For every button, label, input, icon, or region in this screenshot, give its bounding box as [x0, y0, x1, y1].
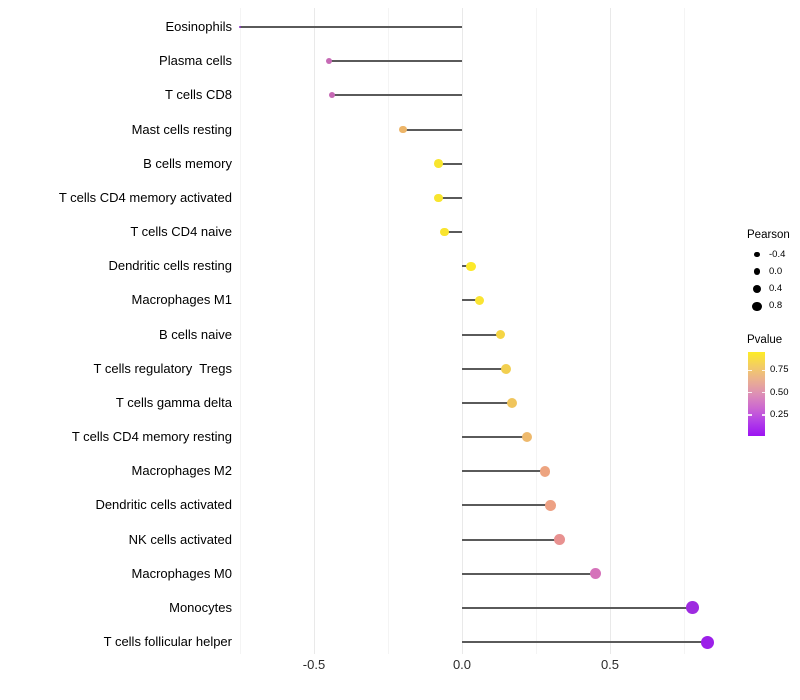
- major-gridline: [313, 8, 315, 654]
- stem: [444, 231, 462, 234]
- minor-gridline: [683, 8, 685, 654]
- minor-gridline: [239, 8, 241, 654]
- data-point: [433, 159, 443, 169]
- gradient-tick: [761, 369, 765, 372]
- category-label: Macrophages M0: [131, 565, 232, 581]
- data-point: [686, 601, 700, 615]
- category-label: B cells naive: [159, 326, 232, 342]
- category-label: Macrophages M2: [131, 463, 232, 479]
- data-point: [701, 635, 715, 649]
- stem: [462, 606, 693, 609]
- data-point: [501, 363, 512, 374]
- stem: [462, 333, 501, 336]
- size-legend-label: 0.4: [769, 283, 783, 295]
- category-label: T cells CD8: [165, 87, 232, 103]
- stem: [328, 60, 462, 63]
- category-label: Dendritic cells resting: [108, 258, 232, 274]
- major-gridline: [609, 8, 611, 654]
- category-label: Dendritic cells activated: [95, 497, 232, 513]
- data-point: [495, 329, 506, 340]
- data-point: [554, 534, 566, 545]
- data-point: [398, 125, 407, 134]
- category-label: Monocytes: [169, 599, 232, 615]
- category-label: Eosinophils: [165, 19, 233, 34]
- size-legend-label: 0.0: [769, 265, 783, 277]
- data-point: [507, 397, 518, 408]
- stem: [462, 470, 545, 473]
- stem: [462, 299, 480, 302]
- stem: [438, 162, 462, 165]
- stem: [331, 94, 462, 97]
- data-point: [545, 500, 557, 511]
- size-legend-label: -0.4: [769, 248, 786, 260]
- major-gridline: [461, 8, 463, 654]
- data-point: [466, 261, 476, 271]
- data-point: [539, 465, 551, 477]
- data-point: [238, 25, 242, 29]
- stem: [462, 367, 507, 370]
- stem: [462, 538, 560, 541]
- stem: [462, 436, 528, 439]
- category-label: T cells gamma delta: [115, 394, 232, 410]
- data-point: [433, 193, 443, 203]
- category-label: Macrophages M1: [131, 292, 232, 308]
- data-point: [475, 295, 485, 306]
- category-label: NK cells activated: [128, 531, 232, 547]
- size-legend-dot: [754, 251, 760, 258]
- pvalue-tick-label: 0.50: [770, 386, 789, 398]
- size-legend-dot: [753, 268, 761, 276]
- pvalue-tick-label: 0.25: [770, 409, 789, 420]
- gradient-bar: [748, 352, 765, 436]
- category-label: B cells memory: [143, 155, 232, 171]
- gradient-tick: [748, 414, 752, 416]
- size-legend-title: Pearson: [747, 229, 790, 241]
- data-point: [325, 58, 332, 65]
- size-legend-dot: [752, 301, 762, 312]
- category-label: T cells CD4 naive: [130, 224, 232, 240]
- x-tick-label: 0.5: [600, 657, 620, 672]
- x-tick-label: -0.5: [302, 657, 326, 672]
- minor-gridline: [535, 8, 537, 654]
- stem: [462, 504, 551, 507]
- size-legend-dot: [752, 285, 762, 294]
- category-label: T cells CD4 memory activated: [58, 189, 232, 205]
- stem: [240, 26, 462, 28]
- data-point: [439, 227, 449, 237]
- stem: [462, 572, 596, 575]
- gradient-tick: [748, 391, 752, 394]
- data-point: [521, 431, 533, 443]
- gradient-tick: [748, 369, 752, 372]
- category-label: T cells CD4 memory resting: [71, 429, 232, 445]
- category-label: Plasma cells: [159, 53, 232, 69]
- category-label: T cells regulatory Tregs: [93, 360, 232, 376]
- stem: [462, 401, 513, 404]
- category-label: Mast cells resting: [131, 121, 232, 137]
- data-point: [328, 92, 335, 99]
- pvalue-tick-label: 0.75: [770, 364, 789, 376]
- x-tick-label: 0.0: [452, 657, 472, 672]
- gradient-tick: [761, 391, 765, 394]
- gradient-tick: [761, 414, 765, 416]
- stem: [402, 128, 462, 131]
- category-label: T cells follicular helper: [103, 634, 232, 650]
- size-legend-label: 0.8: [769, 300, 783, 312]
- stem: [438, 196, 462, 199]
- color-legend-title: Pvalue: [747, 334, 783, 346]
- stem: [462, 641, 708, 644]
- data-point: [589, 568, 601, 580]
- minor-gridline: [387, 8, 389, 654]
